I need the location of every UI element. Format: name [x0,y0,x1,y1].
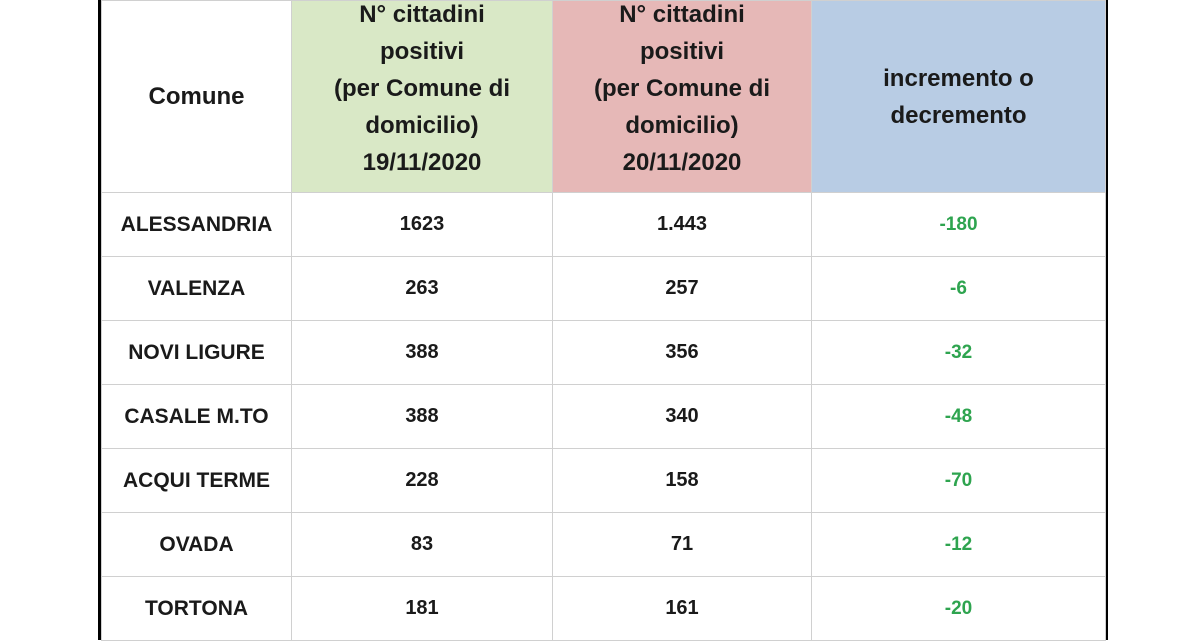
table-row: VALENZA 263 257 -6 [101,256,1106,321]
cell-positivi-19-11: 181 [291,576,553,641]
cell-comune: TORTONA [101,576,292,641]
header-comune-label: Comune [148,83,245,110]
table-row: NOVI LIGURE 388 356 -32 [101,320,1106,385]
cell-positivi-19-11: 1623 [291,192,553,257]
cell-positivi-20-11: 158 [552,448,812,513]
cell-positivi-20-11: 71 [552,512,812,577]
cell-comune: CASALE M.TO [101,384,292,449]
table-row: CASALE M.TO 388 340 -48 [101,384,1106,449]
cell-delta: -32 [811,320,1106,385]
table-row: OVADA 83 71 -12 [101,512,1106,577]
header-delta: incremento o decremento [811,0,1106,193]
header-positivi-20-11: N° cittadini positivi (per Comune di dom… [552,0,812,193]
positivi-table: Comune N° cittadini positivi (per Comune… [101,0,1106,641]
header-comune: Comune [101,0,292,193]
cell-comune: NOVI LIGURE [101,320,292,385]
cell-comune: OVADA [101,512,292,577]
cell-delta: -12 [811,512,1106,577]
cell-positivi-19-11: 83 [291,512,553,577]
cell-comune: ALESSANDRIA [101,192,292,257]
table-row: ACQUI TERME 228 158 -70 [101,448,1106,513]
cell-delta: -70 [811,448,1106,513]
header-positivi-20-11-label: N° cittadini positivi (per Comune di dom… [593,1,770,176]
cell-delta: -180 [811,192,1106,257]
cell-delta: -48 [811,384,1106,449]
cell-delta: -6 [811,256,1106,321]
positivi-table-container: Comune N° cittadini positivi (per Comune… [98,0,1108,641]
cell-positivi-19-11: 228 [291,448,553,513]
cell-comune: VALENZA [101,256,292,321]
header-positivi-19-11: N° cittadini positivi (per Comune di dom… [291,0,553,193]
table-row: ALESSANDRIA 1623 1.443 -180 [101,192,1106,257]
cell-positivi-20-11: 161 [552,576,812,641]
cell-positivi-20-11: 356 [552,320,812,385]
cell-delta: -20 [811,576,1106,641]
cell-positivi-19-11: 388 [291,320,553,385]
cell-positivi-20-11: 340 [552,384,812,449]
cell-positivi-20-11: 257 [552,256,812,321]
header-positivi-19-11-label: N° cittadini positivi (per Comune di dom… [333,1,510,176]
cell-positivi-20-11: 1.443 [552,192,812,257]
cell-comune: ACQUI TERME [101,448,292,513]
header-delta-label: incremento o decremento [883,64,1034,129]
cell-positivi-19-11: 263 [291,256,553,321]
cell-positivi-19-11: 388 [291,384,553,449]
table-row: TORTONA 181 161 -20 [101,576,1106,641]
header-row: Comune N° cittadini positivi (per Comune… [101,0,1106,193]
